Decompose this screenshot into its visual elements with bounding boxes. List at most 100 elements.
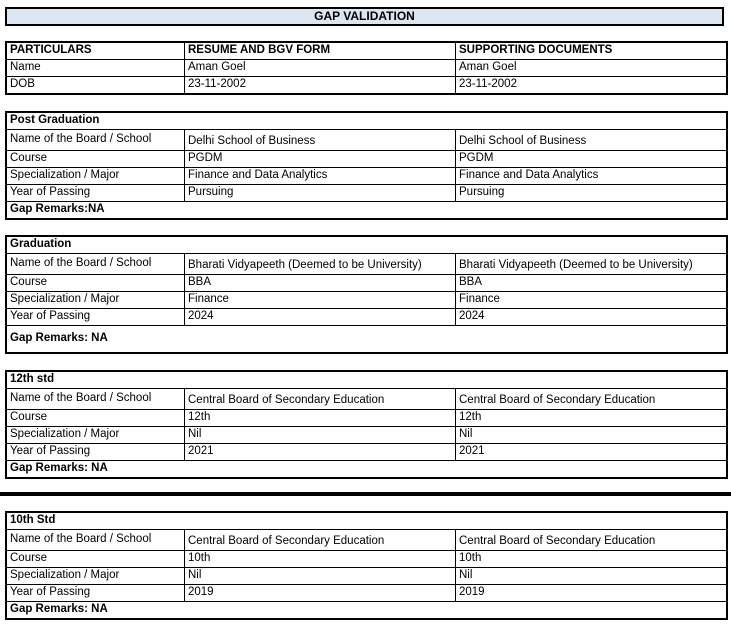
table-row-name: Name Aman Goel Aman Goel xyxy=(7,59,726,76)
section-heading-row: Post Graduation xyxy=(7,113,727,129)
table-row-board: Name of the Board / School Bharati Vidya… xyxy=(7,253,727,274)
gap-remarks-row: Gap Remarks: NA xyxy=(7,325,727,352)
supporting-value: Finance and Data Analytics xyxy=(455,167,727,184)
row-label: Year of Passing xyxy=(7,184,184,201)
section-heading: Post Graduation xyxy=(7,113,727,129)
row-label: Year of Passing xyxy=(7,308,184,325)
supporting-value: 23-11-2002 xyxy=(455,76,726,93)
supporting-value: Central Board of Secondary Education xyxy=(455,529,726,550)
gap-remarks: Gap Remarks: NA xyxy=(7,601,726,618)
resume-value: 10th xyxy=(184,550,455,567)
resume-value: Aman Goel xyxy=(184,59,455,76)
row-label: Name of the Board / School xyxy=(7,529,184,550)
table-row-dob: DOB 23-11-2002 23-11-2002 xyxy=(7,76,726,93)
row-label: Name of the Board / School xyxy=(7,129,184,150)
gap-remarks-row: Gap Remarks: NA xyxy=(7,601,726,618)
supporting-value: PGDM xyxy=(455,150,727,167)
row-label: Name of the Board / School xyxy=(7,253,184,274)
resume-value: Finance and Data Analytics xyxy=(184,167,455,184)
table-row-course: Course 12th 12th xyxy=(7,409,727,426)
thick-separator-line xyxy=(0,492,731,496)
supporting-value: Central Board of Secondary Education xyxy=(455,388,727,409)
resume-value: Pursuing xyxy=(184,184,455,201)
supporting-value: 2021 xyxy=(455,443,727,460)
row-label: Name of the Board / School xyxy=(7,388,184,409)
section-table-10th-std: 10th Std Name of the Board / School Cent… xyxy=(5,511,728,620)
table-row-year: Year of Passing Pursuing Pursuing xyxy=(7,184,727,201)
supporting-value: 2019 xyxy=(455,584,726,601)
section-table-graduation: Graduation Name of the Board / School Bh… xyxy=(5,235,729,354)
gap-remarks-row: Gap Remarks:NA xyxy=(7,201,727,218)
section-table-post-graduation: Post Graduation Name of the Board / Scho… xyxy=(5,111,729,220)
row-label: Course xyxy=(7,550,184,567)
column-header-particulars: PARTICULARS xyxy=(7,43,184,59)
resume-value: BBA xyxy=(184,274,455,291)
table-row-board: Name of the Board / School Delhi School … xyxy=(7,129,727,150)
table-row-course: Course BBA BBA xyxy=(7,274,727,291)
row-label: Course xyxy=(7,409,184,426)
table-row-specialization: Specialization / Major Nil Nil xyxy=(7,567,726,584)
table-row-course: Course PGDM PGDM xyxy=(7,150,727,167)
resume-value: 2021 xyxy=(184,443,455,460)
resume-value: Central Board of Secondary Education xyxy=(184,529,455,550)
personal-details-table: PARTICULARS RESUME AND BGV FORM SUPPORTI… xyxy=(5,41,728,95)
row-label: Year of Passing xyxy=(7,584,184,601)
page-title: GAP VALIDATION xyxy=(5,7,724,26)
row-label: Course xyxy=(7,150,184,167)
table-row-specialization: Specialization / Major Finance and Data … xyxy=(7,167,727,184)
resume-value: Central Board of Secondary Education xyxy=(184,388,455,409)
row-label: Specialization / Major xyxy=(7,291,184,308)
table-row-specialization: Specialization / Major Finance Finance xyxy=(7,291,727,308)
section-heading: Graduation xyxy=(7,237,727,253)
row-label: Specialization / Major xyxy=(7,426,184,443)
section-heading-row: Graduation xyxy=(7,237,727,253)
resume-value: PGDM xyxy=(184,150,455,167)
gap-remarks: Gap Remarks:NA xyxy=(7,201,727,218)
gap-remarks: Gap Remarks: NA xyxy=(7,325,727,352)
supporting-value: Finance xyxy=(455,291,727,308)
supporting-value: BBA xyxy=(455,274,727,291)
row-label: Specialization / Major xyxy=(7,567,184,584)
section-table-12th-std: 12th std Name of the Board / School Cent… xyxy=(5,370,729,479)
column-header-supporting: SUPPORTING DOCUMENTS xyxy=(455,43,726,59)
supporting-value: Bharati Vidyapeeth (Deemed to be Univers… xyxy=(455,253,727,274)
column-header-row: PARTICULARS RESUME AND BGV FORM SUPPORTI… xyxy=(7,43,726,59)
row-label: Course xyxy=(7,274,184,291)
supporting-value: Aman Goel xyxy=(455,59,726,76)
resume-value: Nil xyxy=(184,567,455,584)
supporting-value: 10th xyxy=(455,550,726,567)
resume-value: Finance xyxy=(184,291,455,308)
resume-value: 2019 xyxy=(184,584,455,601)
table-row-board: Name of the Board / School Central Board… xyxy=(7,388,727,409)
supporting-value: Pursuing xyxy=(455,184,727,201)
row-label: Name xyxy=(7,59,184,76)
section-heading: 10th Std xyxy=(7,513,726,529)
supporting-value: Nil xyxy=(455,567,726,584)
resume-value: Delhi School of Business xyxy=(184,129,455,150)
table-row-course: Course 10th 10th xyxy=(7,550,726,567)
supporting-value: 2024 xyxy=(455,308,727,325)
section-heading: 12th std xyxy=(7,372,727,388)
resume-value: Bharati Vidyapeeth (Deemed to be Univers… xyxy=(184,253,455,274)
supporting-value: 12th xyxy=(455,409,727,426)
column-header-resume: RESUME AND BGV FORM xyxy=(184,43,455,59)
resume-value: 2024 xyxy=(184,308,455,325)
table-row-year: Year of Passing 2024 2024 xyxy=(7,308,727,325)
resume-value: 12th xyxy=(184,409,455,426)
row-label: Specialization / Major xyxy=(7,167,184,184)
table-row-year: Year of Passing 2021 2021 xyxy=(7,443,727,460)
resume-value: 23-11-2002 xyxy=(184,76,455,93)
supporting-value: Delhi School of Business xyxy=(455,129,727,150)
row-label: DOB xyxy=(7,76,184,93)
table-row-board: Name of the Board / School Central Board… xyxy=(7,529,726,550)
row-label: Year of Passing xyxy=(7,443,184,460)
section-heading-row: 10th Std xyxy=(7,513,726,529)
gap-remarks: Gap Remarks: NA xyxy=(7,460,727,477)
gap-remarks-row: Gap Remarks: NA xyxy=(7,460,727,477)
supporting-value: Nil xyxy=(455,426,727,443)
table-row-year: Year of Passing 2019 2019 xyxy=(7,584,726,601)
resume-value: Nil xyxy=(184,426,455,443)
section-heading-row: 12th std xyxy=(7,372,727,388)
gap-validation-document: GAP VALIDATION PARTICULARS RESUME AND BG… xyxy=(0,7,731,620)
table-row-specialization: Specialization / Major Nil Nil xyxy=(7,426,727,443)
